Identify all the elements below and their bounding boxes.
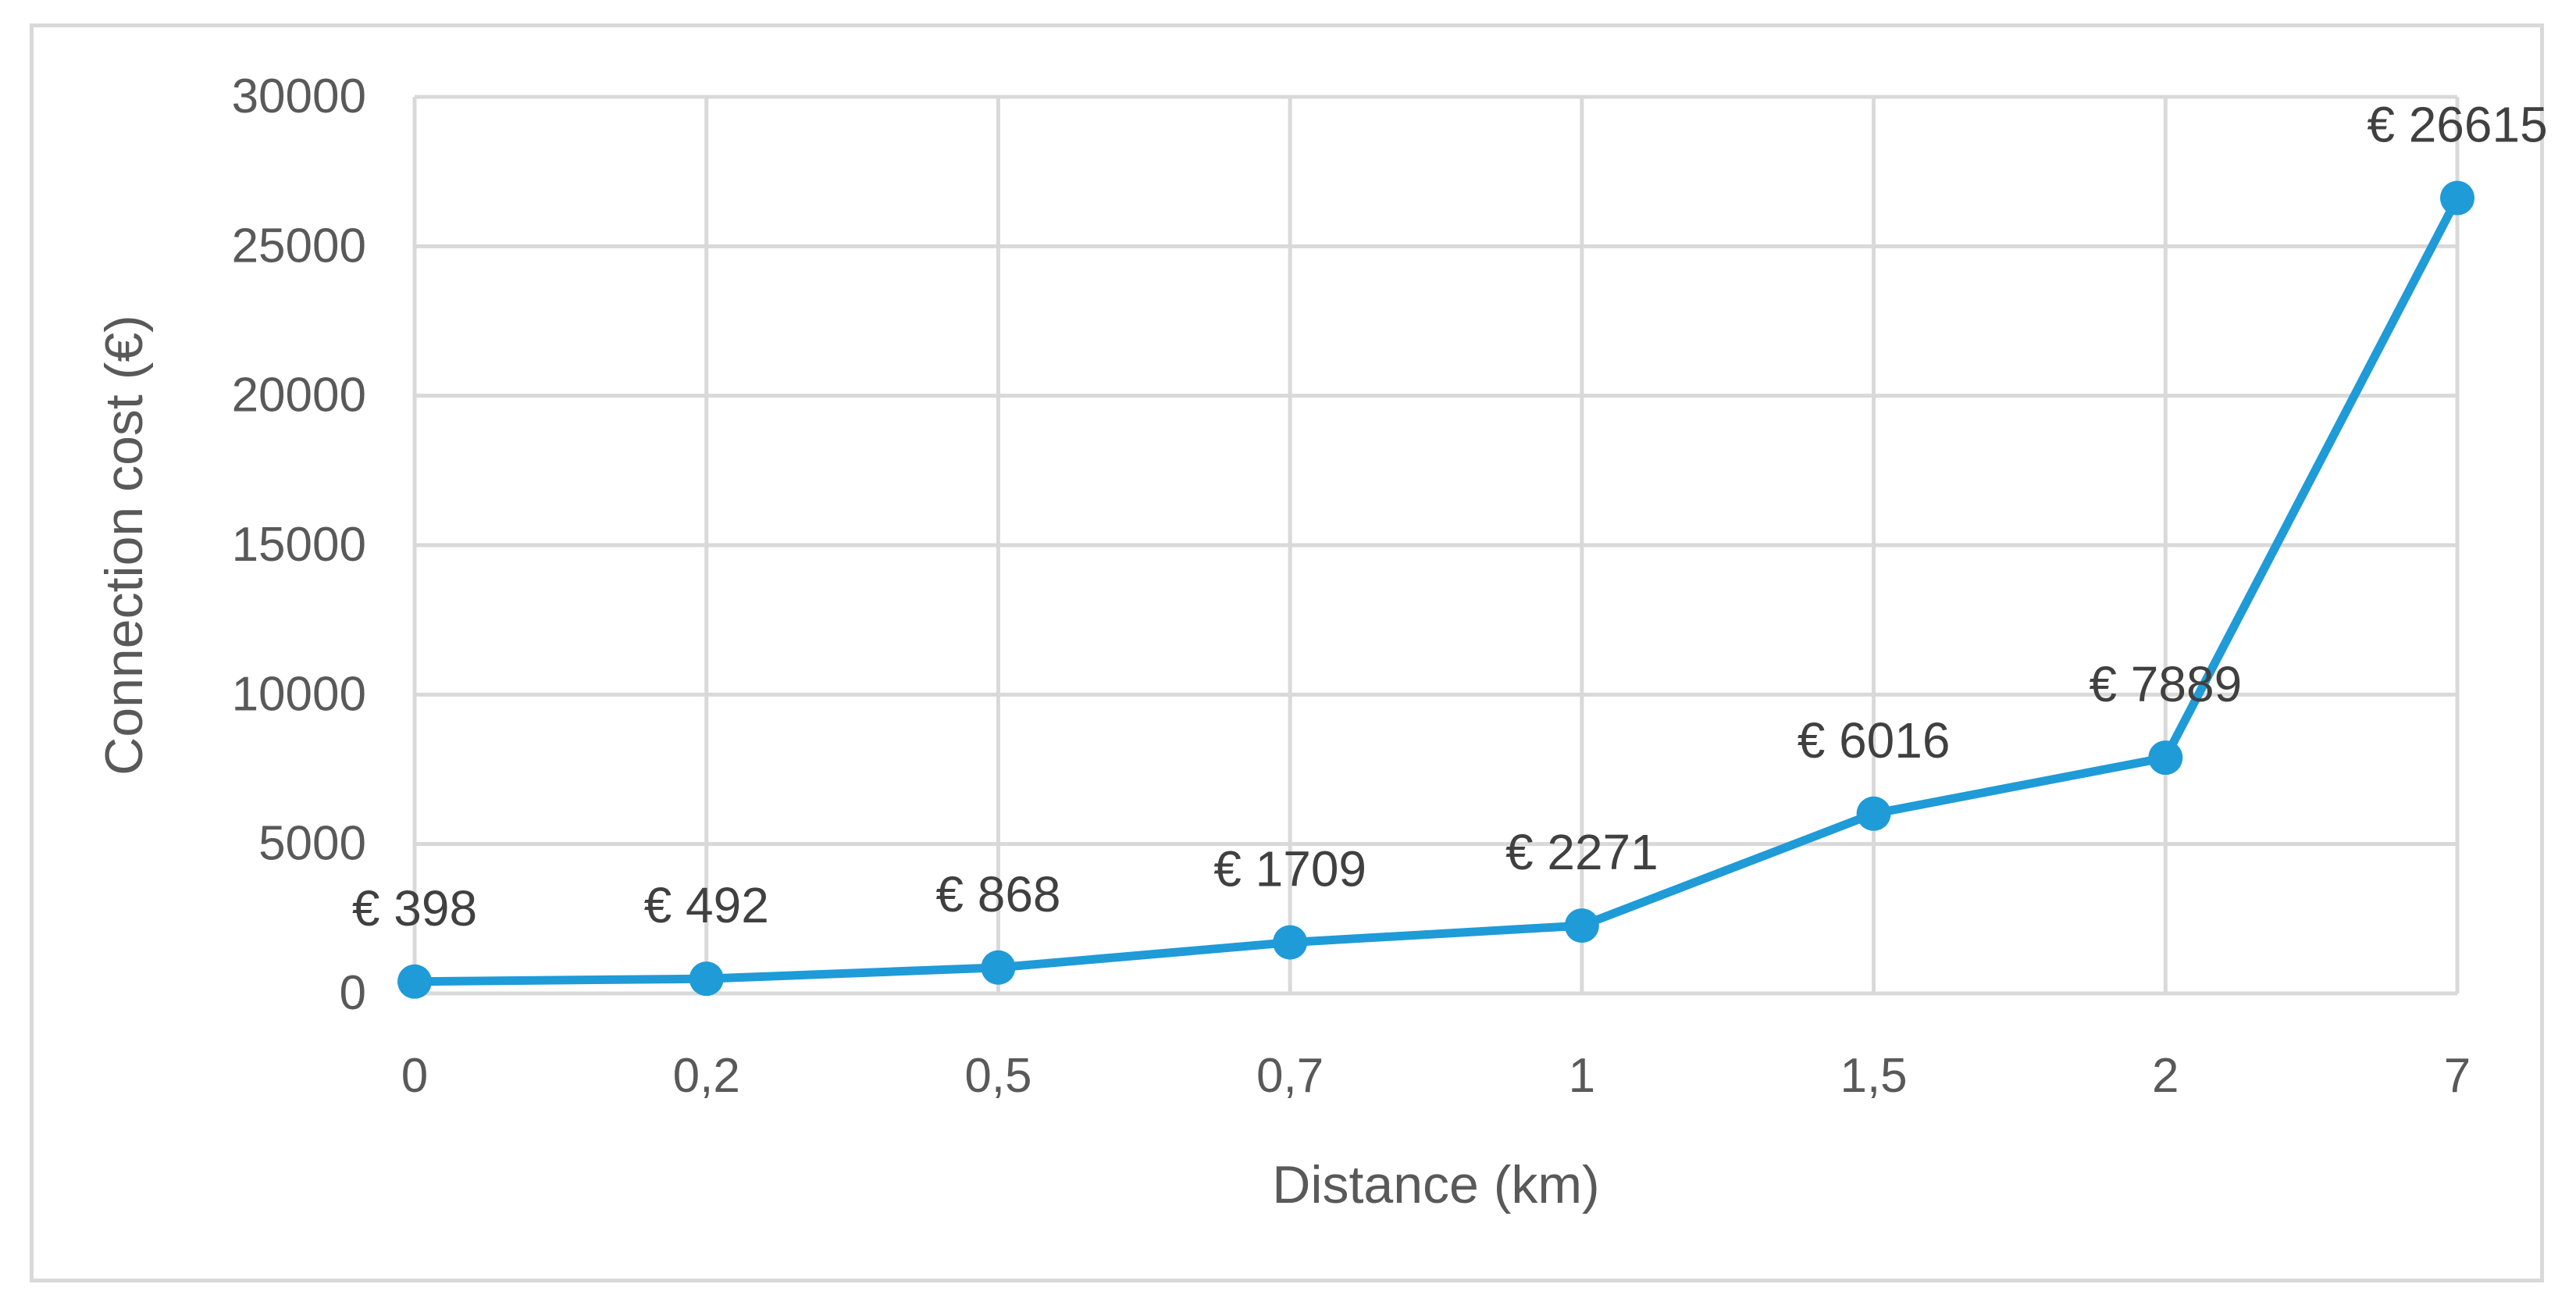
data-label: € 7889 (2089, 656, 2242, 712)
data-point-marker (1273, 925, 1308, 960)
y-tick-label: 10000 (232, 667, 366, 721)
data-label: € 868 (935, 866, 1060, 922)
y-tick-label: 20000 (232, 369, 366, 423)
data-label: € 492 (644, 877, 769, 933)
x-tick-label: 1 (1569, 1049, 1595, 1103)
y-tick-label: 5000 (258, 817, 366, 871)
x-tick-label: 0 (401, 1049, 428, 1103)
data-label: € 2271 (1505, 824, 1659, 880)
data-point-marker (1856, 796, 1891, 831)
data-point-marker (689, 961, 724, 997)
data-point-marker (397, 964, 432, 999)
x-tick-label: 0,5 (964, 1049, 1031, 1103)
y-tick-label: 15000 (232, 518, 366, 572)
x-tick-label: 0,7 (1256, 1049, 1324, 1103)
data-label: € 26615 (2367, 97, 2547, 153)
data-label: € 1709 (1213, 841, 1366, 897)
x-tick-label: 1,5 (1840, 1049, 1907, 1103)
data-point-marker (2440, 180, 2474, 216)
y-axis-title: Connection cost (€) (94, 315, 154, 776)
y-tick-label: 25000 (232, 219, 366, 273)
gridlines (412, 95, 2460, 996)
y-axis-tick-labels: 0 5000 10000 15000 20000 25000 30000 (232, 70, 366, 1020)
series-line (410, 194, 2462, 986)
data-points (397, 180, 2474, 999)
x-tick-label: 0,2 (673, 1049, 740, 1103)
y-tick-label: 30000 (232, 70, 366, 123)
data-labels: € 398 € 492 € 868 € 1709 € 2271 € 6016 € 7889 €… (352, 97, 2548, 936)
data-point-marker (1564, 908, 1599, 943)
data-label: € 6016 (1797, 712, 1951, 769)
data-label: € 398 (352, 880, 477, 936)
chart-frame (30, 23, 2544, 1282)
x-axis-title: Distance (km) (1272, 1155, 1599, 1214)
data-point-marker (2148, 740, 2183, 776)
x-axis-tick-labels: 0 0,2 0,5 0,7 1 1,5 2 7 (401, 1049, 2471, 1103)
x-tick-label: 2 (2152, 1049, 2179, 1103)
series-line-group (410, 194, 2462, 986)
data-point-marker (981, 950, 1016, 985)
x-tick-label: 7 (2444, 1049, 2471, 1103)
y-tick-label: 0 (340, 966, 366, 1020)
